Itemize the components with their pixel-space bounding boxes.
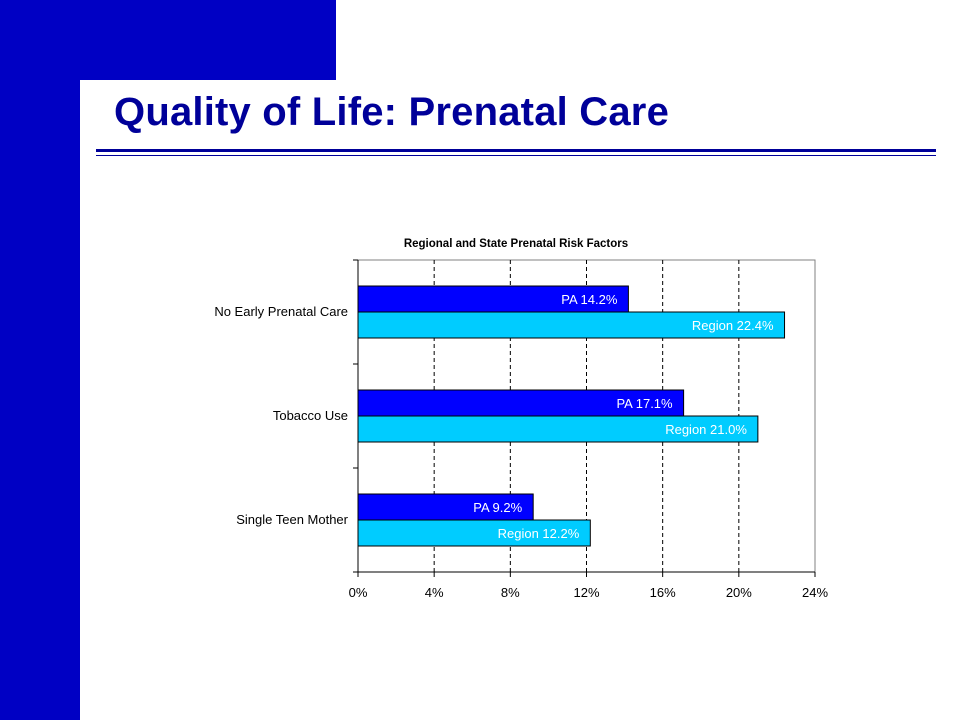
- plot-area: No Early Prenatal Care PA 14.2% Region 22.…: [214, 259, 828, 600]
- data-label-pa-0: PA 14.2%: [561, 292, 618, 307]
- chart-title: Regional and State Prenatal Risk Factors: [404, 238, 628, 250]
- bar-region-1: [357, 415, 759, 443]
- category-label-2: Single Teen Mother: [236, 512, 348, 527]
- left-accent-bar: [0, 0, 80, 720]
- x-tick-label-2: 8%: [501, 585, 520, 600]
- data-label-region-0: Region 22.4%: [692, 318, 774, 333]
- category-label-0: No Early Prenatal Care: [214, 304, 348, 319]
- bar-pa-1: [357, 389, 685, 417]
- bar-region-2: [357, 519, 591, 547]
- x-tick-label-0: 0%: [349, 585, 368, 600]
- x-tick-label-3: 12%: [573, 585, 599, 600]
- bar-region-0: [357, 311, 786, 339]
- bar-pa-2: [357, 493, 534, 521]
- x-tick-label-6: 24%: [802, 585, 828, 600]
- x-tick-label-4: 16%: [650, 585, 676, 600]
- data-label-region-1: Region 21.0%: [665, 422, 747, 437]
- slide-title: Quality of Life: Prenatal Care: [114, 90, 670, 134]
- data-label-pa-2: PA 9.2%: [473, 500, 522, 515]
- x-tick-label-1: 4%: [425, 585, 444, 600]
- data-label-pa-1: PA 17.1%: [616, 396, 673, 411]
- data-label-region-2: Region 12.2%: [498, 526, 580, 541]
- top-accent-bar: [80, 0, 336, 80]
- bar-pa-0: [357, 285, 629, 313]
- x-tick-label-5: 20%: [726, 585, 752, 600]
- category-label-1: Tobacco Use: [273, 408, 348, 423]
- title-underline-rule: [96, 149, 936, 156]
